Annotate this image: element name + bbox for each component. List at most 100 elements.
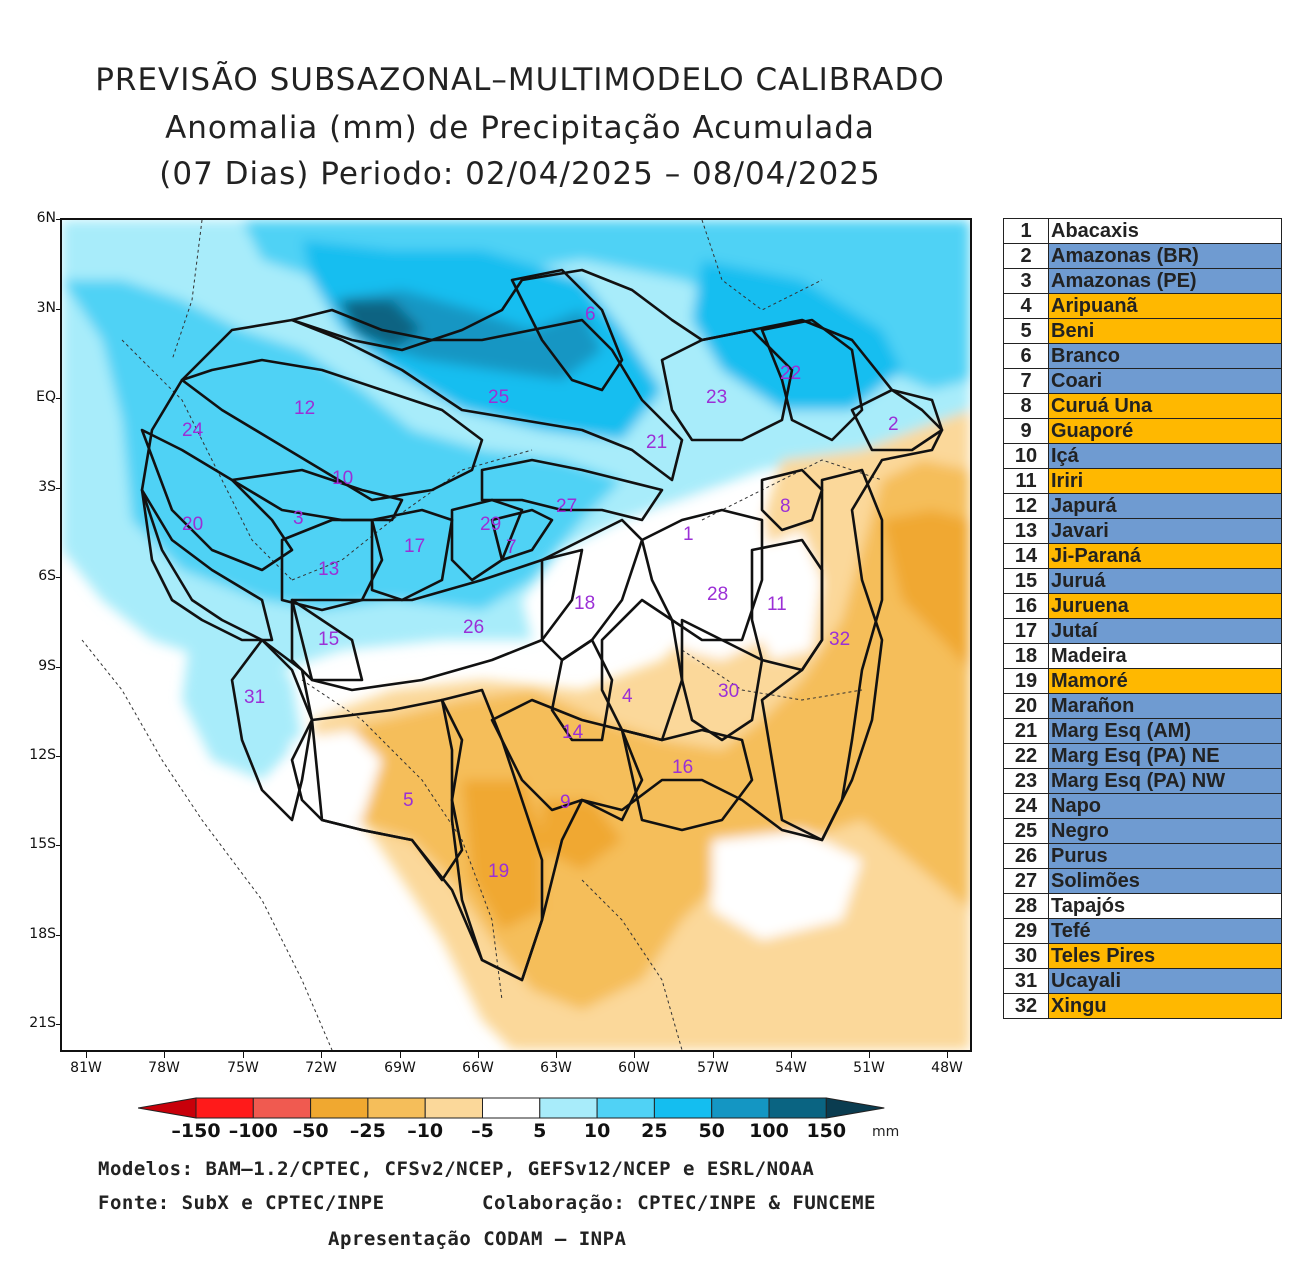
lon-label-81w: 81W xyxy=(70,1060,102,1076)
basin-curua-una xyxy=(760,468,824,532)
legend-row: 27 Solimões xyxy=(1003,868,1282,894)
basin-label-30: 30 xyxy=(718,681,739,702)
legend-row-number: 11 xyxy=(1003,468,1049,494)
legend-row-basin-name: Içá xyxy=(1048,443,1282,469)
lat-tick xyxy=(56,756,62,757)
legend-row-basin-name: Teles Pires xyxy=(1048,943,1282,969)
legend-row-basin-name: Marg Esq (AM) xyxy=(1048,718,1282,744)
legend-row-number: 14 xyxy=(1003,543,1049,569)
basin-madeira xyxy=(540,518,644,662)
legend-row-basin-name: Iriri xyxy=(1048,468,1282,494)
anomaly-100-150-region xyxy=(342,300,422,350)
legend-row-basin-name: Juruá xyxy=(1048,568,1282,594)
lon-tick xyxy=(86,1052,87,1058)
legend-row-number: 9 xyxy=(1003,418,1049,444)
basin-juruena xyxy=(620,728,754,832)
legend-row-basin-name: Guaporé xyxy=(1048,418,1282,444)
legend-row-number: 30 xyxy=(1003,943,1049,969)
legend-row-basin-name: Solimões xyxy=(1048,868,1282,894)
anomaly-25-50-region-east xyxy=(692,260,902,410)
legend-row-number: 20 xyxy=(1003,693,1049,719)
basin-label-6: 6 xyxy=(585,304,596,325)
legend-row-number: 3 xyxy=(1003,268,1049,294)
lon-tick xyxy=(947,1052,948,1058)
basin-label-24: 24 xyxy=(182,420,204,441)
lon-label-75w: 75W xyxy=(227,1060,259,1076)
basin-label-8: 8 xyxy=(780,496,791,517)
legend-row-number: 2 xyxy=(1003,243,1049,269)
colorbar-tick-label: 100 xyxy=(749,1120,789,1142)
basin-label-12: 12 xyxy=(294,398,315,419)
basin-label-25: 25 xyxy=(488,387,509,408)
lat-tick xyxy=(56,845,62,846)
border-line xyxy=(701,220,823,311)
legend-row: 20 Marañon xyxy=(1003,693,1282,719)
legend-row-basin-name: Marg Esq (PA) NE xyxy=(1048,743,1282,769)
colorbar-swatch xyxy=(367,1097,426,1119)
legend-row: 17 Jutaí xyxy=(1003,618,1282,644)
country-borders xyxy=(81,220,883,1050)
legend-row: 26 Purus xyxy=(1003,843,1282,869)
legend-row-basin-name: Tefé xyxy=(1048,918,1282,944)
basin-label-5: 5 xyxy=(403,790,414,811)
basin-purus xyxy=(290,548,584,692)
basin-label-31: 31 xyxy=(244,687,265,708)
legend-row: 11 Iriri xyxy=(1003,468,1282,494)
basin-coari xyxy=(490,508,554,562)
colorbar-swatch xyxy=(482,1097,541,1119)
map-canvas: 1 2 3 4 5 6 7 8 9 10 11 12 13 14 15 16 1… xyxy=(62,220,970,1050)
legend-row-number: 21 xyxy=(1003,718,1049,744)
legend-row-number: 22 xyxy=(1003,743,1049,769)
lat-label-3s: 3S xyxy=(38,479,56,495)
lon-tick xyxy=(243,1052,244,1058)
lat-label-12s: 12S xyxy=(29,747,56,763)
basin-beni xyxy=(310,698,464,882)
basin-solimoes xyxy=(480,458,664,522)
legend-row: 6 Branco xyxy=(1003,343,1282,369)
basin-label-27: 27 xyxy=(556,496,577,517)
colorbar-swatch xyxy=(539,1097,598,1119)
legend-row-basin-name: Amazonas (BR) xyxy=(1048,243,1282,269)
legend-row-number: 23 xyxy=(1003,768,1049,794)
colorbar-arrow-right xyxy=(825,1097,885,1119)
basin-label-19: 19 xyxy=(488,861,509,882)
basin-label-21: 21 xyxy=(646,432,667,453)
colorbar-swatch xyxy=(195,1097,254,1119)
legend-row-number: 12 xyxy=(1003,493,1049,519)
legend-row-number: 27 xyxy=(1003,868,1049,894)
legend-row: 30 Teles Pires xyxy=(1003,943,1282,969)
legend-row-number: 10 xyxy=(1003,443,1049,469)
legend-row-basin-name: Coari xyxy=(1048,368,1282,394)
basin-label-28: 28 xyxy=(707,584,728,605)
legend-row: 8 Curuá Una xyxy=(1003,393,1282,419)
basin-negro xyxy=(290,308,684,482)
basin-ica xyxy=(230,468,404,522)
basin-boundaries xyxy=(140,268,944,982)
basin-ucayali xyxy=(230,638,314,822)
legend-row: 15 Juruá xyxy=(1003,568,1282,594)
border-line xyxy=(681,649,863,701)
lat-label-21s: 21S xyxy=(29,1015,56,1031)
legend-row: 2 Amazonas (BR) xyxy=(1003,243,1282,269)
lat-label-3n: 3N xyxy=(36,300,56,316)
lon-tick xyxy=(321,1052,322,1058)
map-period: (07 Dias) Periodo: 02/04/2025 – 08/04/20… xyxy=(159,156,881,192)
basin-label-14: 14 xyxy=(562,722,584,743)
lat-label-eq: EQ xyxy=(36,389,56,405)
map-title: PREVISÃO SUBSAZONAL–MULTIMODELO CALIBRAD… xyxy=(95,62,945,98)
border-line xyxy=(171,220,203,361)
colorbar-tick-label: –150 xyxy=(171,1120,221,1142)
basin-legend-table: 1 Abacaxis 2 Amazonas (BR) 3 Amazonas (PE) 4 Ar… xyxy=(1003,218,1282,1019)
basin-label-3: 3 xyxy=(293,508,304,529)
lon-tick xyxy=(478,1052,479,1058)
legend-row: 25 Negro xyxy=(1003,818,1282,844)
legend-row-basin-name: Ucayali xyxy=(1048,968,1282,994)
border-line xyxy=(581,879,683,1050)
anomaly-neg25-neg50-region xyxy=(462,780,542,930)
basin-maranon xyxy=(140,488,274,642)
legend-row-basin-name: Aripuanã xyxy=(1048,293,1282,319)
colorbar-tick-label: –5 xyxy=(471,1120,494,1142)
basin-label-18: 18 xyxy=(574,593,595,614)
lon-tick xyxy=(791,1052,792,1058)
map-subtitle: Anomalia (mm) de Precipitação Acumulada xyxy=(165,110,875,146)
